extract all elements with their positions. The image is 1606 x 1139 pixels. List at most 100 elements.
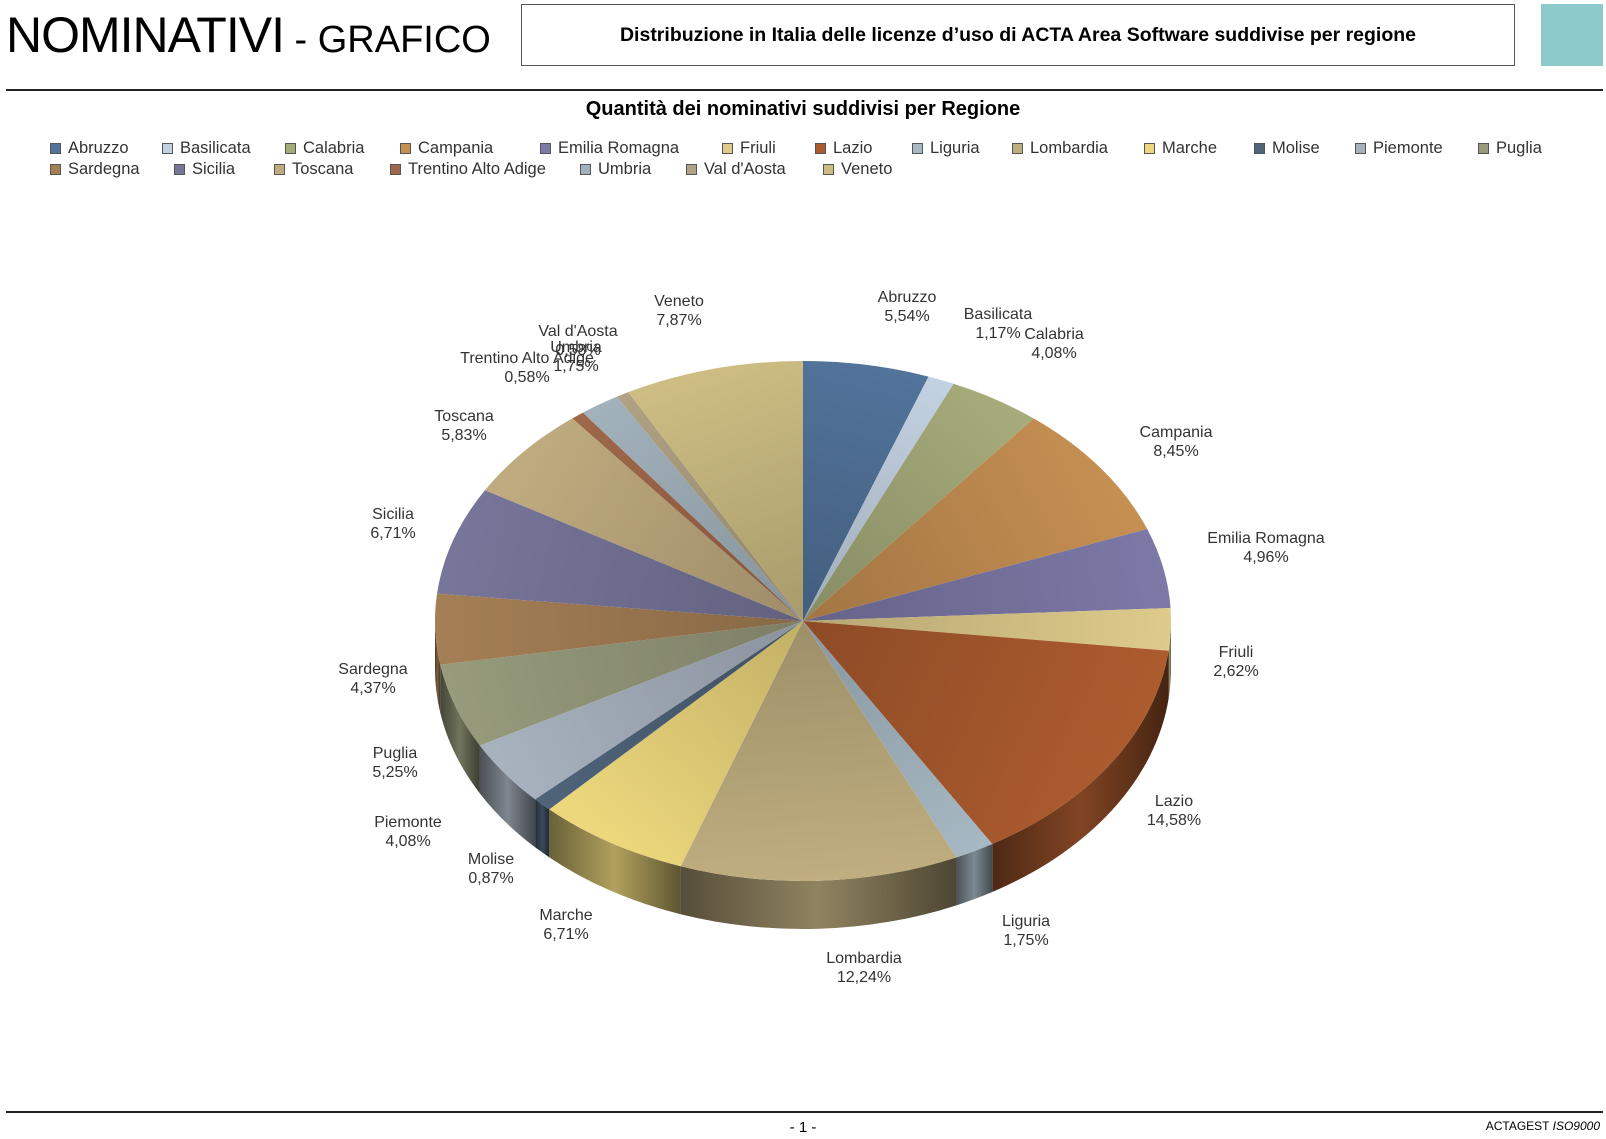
pie-slice-basilicata: [803, 376, 954, 621]
data-label-value: 7,87%: [656, 312, 701, 329]
data-label-name: Campania: [1140, 424, 1213, 441]
legend-label: Lazio: [833, 138, 873, 157]
data-label-value: 2,62%: [1213, 663, 1258, 680]
pie-side-liguria: [956, 843, 993, 906]
data-label-value: 6,71%: [543, 926, 588, 943]
legend-item: Veneto: [823, 159, 892, 179]
legend-item: Marche: [1144, 138, 1217, 158]
pie-side-molise: [535, 799, 550, 858]
data-label-name: Sicilia: [372, 506, 414, 523]
legend-label: Piemonte: [1373, 138, 1443, 157]
pie-slice-lazio: [803, 621, 1169, 844]
data-label-value: 8,45%: [1153, 443, 1198, 460]
data-label-name: Val d'Aosta: [538, 323, 617, 340]
pie-slice-lombardia: [680, 621, 957, 881]
data-label-value: 0,58%: [504, 369, 549, 386]
pie-slice-toscana: [484, 418, 803, 621]
legend-label: Val d'Aosta: [704, 159, 786, 178]
data-label-value: 0,87%: [468, 870, 513, 887]
pie-slice-sardegna: [434, 593, 803, 665]
legend-label: Puglia: [1496, 138, 1542, 157]
page-title: NOMINATIVI - GRAFICO: [6, 6, 491, 66]
legend-swatch: [400, 142, 411, 154]
legend-swatch: [285, 142, 296, 154]
legend-label: Molise: [1272, 138, 1320, 157]
data-label-name: Lazio: [1155, 793, 1193, 810]
footer-divider: [6, 1111, 1603, 1113]
data-label-name: Liguria: [1002, 913, 1050, 930]
data-label-name: Toscana: [434, 408, 494, 425]
data-label-value: 12,24%: [837, 969, 891, 986]
legend-label: Basilicata: [180, 138, 251, 157]
legend-item: Lombardia: [1012, 138, 1108, 158]
pie-side-marche: [549, 809, 681, 915]
legend-item: Friuli: [722, 138, 776, 158]
pie-side-sardegna: [435, 621, 441, 713]
pie-slice-calabria: [803, 383, 1034, 621]
legend-item: Trentino Alto Adige: [390, 159, 546, 179]
pie-side-puglia: [440, 664, 480, 794]
legend-item: Toscana: [274, 159, 353, 179]
data-label-value: 0,58%: [555, 342, 600, 359]
legend-item: Lazio: [815, 138, 872, 158]
legend-label: Friuli: [740, 138, 776, 157]
legend-item: Umbria: [580, 159, 651, 179]
pie-side-lombardia: [680, 857, 957, 929]
data-label-name: Molise: [468, 851, 514, 868]
pie-side-lazio: [992, 650, 1169, 892]
legend-item: Emilia Romagna: [540, 138, 679, 158]
legend-item: Piemonte: [1355, 138, 1443, 158]
legend-swatch: [580, 163, 591, 175]
report-subtitle: Distribuzione in Italia delle licenze d’…: [521, 4, 1515, 66]
legend-swatch: [912, 142, 923, 154]
data-label-name: Umbria: [550, 339, 602, 356]
data-label-value: 5,54%: [884, 308, 929, 325]
legend-swatch: [1012, 142, 1023, 154]
legend-swatch: [686, 163, 697, 175]
header-divider: [6, 89, 1603, 91]
accent-block: [1541, 4, 1603, 66]
pie-slice-friuli: [803, 607, 1171, 651]
data-label-value: 1,17%: [975, 325, 1020, 342]
pie-top: [434, 361, 1171, 881]
data-label-name: Piemonte: [374, 814, 442, 831]
legend-swatch: [1144, 142, 1155, 154]
pie-slice-sicilia: [437, 490, 803, 621]
data-label-value: 5,25%: [372, 764, 417, 781]
data-label-value: 1,75%: [1003, 932, 1048, 949]
pie-slice-abruzzo: [803, 361, 929, 621]
data-label-value: 1,75%: [553, 358, 598, 375]
legend-item: Sicilia: [174, 159, 235, 179]
legend-swatch: [274, 163, 285, 175]
legend-swatch: [815, 142, 826, 154]
pie-slice-trentino-alto-adige: [572, 412, 803, 621]
legend-item: Basilicata: [162, 138, 251, 158]
legend-label: Emilia Romagna: [558, 138, 680, 157]
data-label-name: Friuli: [1219, 644, 1254, 661]
chart-title: Quantità dei nominativi suddivisi per Re…: [585, 98, 1021, 120]
legend-label: Trentino Alto Adige: [408, 159, 546, 178]
legend-item: Abruzzo: [50, 138, 129, 158]
legend-item: Campania: [400, 138, 493, 158]
data-label-name: Marche: [539, 907, 592, 924]
legend-label: Sardegna: [68, 159, 140, 178]
legend-swatch: [50, 163, 61, 175]
data-label-name: Sardegna: [338, 661, 407, 678]
pie-labels: Abruzzo 5,54% Basilicata 1,17% Calabria 4,08%…: [338, 289, 1324, 986]
footer-brand: ACTAGEST ISO9000: [1486, 1119, 1600, 1133]
data-label-name: Calabria: [1024, 326, 1084, 343]
legend-label: Lombardia: [1030, 138, 1108, 157]
legend-label: Calabria: [303, 138, 365, 157]
data-label-name: Emilia Romagna: [1207, 530, 1324, 547]
legend-swatch: [722, 142, 733, 154]
data-label-value: 14,58%: [1147, 812, 1201, 829]
pie-slice-liguria: [803, 621, 993, 858]
pie-slice-val-d-aosta: [616, 392, 803, 621]
pie-slice-molise: [535, 621, 803, 810]
pie-side-friuli: [1168, 621, 1171, 699]
data-label-value: 4,08%: [385, 833, 430, 850]
page-number: - 1 -: [789, 1119, 817, 1136]
data-label-value: 6,71%: [370, 525, 415, 542]
legend-label: Toscana: [292, 159, 354, 178]
